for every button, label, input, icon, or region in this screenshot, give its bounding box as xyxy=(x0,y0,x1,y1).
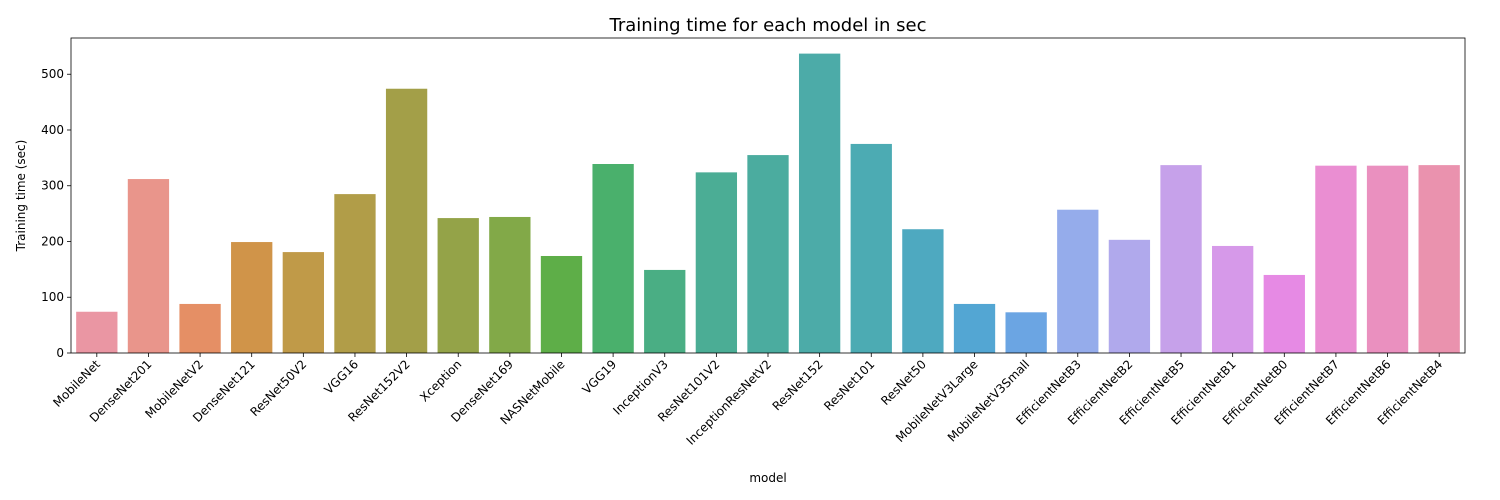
bar-efficientnetb2 xyxy=(1108,239,1151,353)
bar-nasnetmobile xyxy=(540,255,583,353)
x-tick-label: ResNet50 xyxy=(878,357,929,408)
bar-efficientnetb6 xyxy=(1366,165,1409,353)
bar-resnet101v2 xyxy=(695,172,738,353)
bar-inceptionv3 xyxy=(644,269,686,353)
bar-efficientnetb7 xyxy=(1315,165,1357,353)
x-tick-label: VGG16 xyxy=(321,357,361,397)
y-tick-label: 0 xyxy=(56,346,64,360)
y-axis: 0 100 200 300 400 500 xyxy=(41,67,71,360)
x-tick-label: VGG19 xyxy=(580,357,620,397)
chart-title: Training time for each model in sec xyxy=(609,15,927,36)
y-tick-label: 500 xyxy=(41,67,64,81)
y-tick-label: 200 xyxy=(41,234,64,248)
bar-resnet50 xyxy=(902,229,944,353)
bar-vgg16 xyxy=(334,194,376,353)
bar-efficientnetb0 xyxy=(1263,274,1305,353)
x-axis: MobileNetDenseNet201MobileNetV2DenseNet1… xyxy=(50,353,1445,448)
bar-vgg19 xyxy=(592,164,634,353)
bar-inceptionresnetv2 xyxy=(747,155,789,353)
x-tick-label: InceptionResNetV2 xyxy=(684,357,775,448)
x-tick-label: ResNet101 xyxy=(821,357,877,413)
bar-efficientnetb5 xyxy=(1160,165,1202,353)
bar-mobilenetv2 xyxy=(179,303,221,353)
bar-densenet201 xyxy=(127,179,170,353)
bar-resnet101 xyxy=(850,143,892,353)
bar-efficientnetb3 xyxy=(1057,209,1099,353)
bar-resnet152v2 xyxy=(385,88,428,354)
bar-xception xyxy=(437,218,479,353)
bar-mobilenet xyxy=(76,311,118,353)
bar-mobilenetv3small xyxy=(1005,312,1047,353)
y-tick-label: 400 xyxy=(41,123,64,137)
bar-resnet152 xyxy=(798,53,841,353)
x-tick-label: MobileNet xyxy=(50,357,103,410)
y-tick-label: 300 xyxy=(41,179,64,193)
y-axis-label: Training time (sec) xyxy=(14,140,28,253)
bar-mobilenetv3large xyxy=(953,303,996,353)
plot-frame xyxy=(70,37,1466,354)
bars-group xyxy=(76,53,1460,354)
y-tick-label: 100 xyxy=(41,290,64,304)
bar-efficientnetb4 xyxy=(1418,165,1460,353)
bar-densenet169 xyxy=(489,216,531,353)
x-tick-label: Xception xyxy=(417,357,464,404)
bar-efficientnetb1 xyxy=(1212,245,1254,353)
x-axis-label: model xyxy=(749,471,786,485)
bar-resnet50v2 xyxy=(282,252,324,353)
x-tick-label: ResNet152 xyxy=(770,357,826,413)
bar-densenet121 xyxy=(231,242,273,353)
